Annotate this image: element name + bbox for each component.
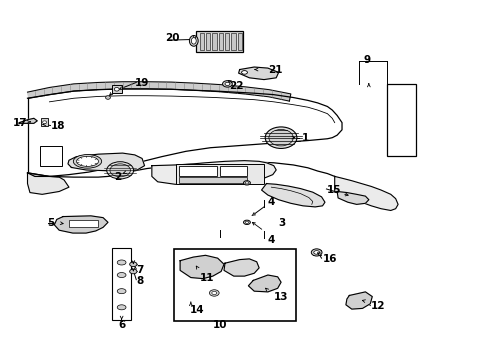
Polygon shape [68, 153, 144, 171]
Text: 12: 12 [370, 301, 385, 311]
Ellipse shape [117, 273, 126, 278]
Ellipse shape [311, 249, 322, 256]
Bar [231, 33, 235, 50]
Ellipse shape [222, 81, 232, 87]
Ellipse shape [244, 182, 248, 184]
Text: 10: 10 [212, 320, 227, 330]
Polygon shape [336, 192, 368, 204]
Polygon shape [345, 292, 371, 309]
Polygon shape [54, 216, 108, 233]
Polygon shape [261, 184, 325, 207]
Polygon shape [19, 118, 37, 123]
Polygon shape [224, 259, 259, 276]
Bar [178, 166, 216, 176]
Ellipse shape [264, 127, 296, 148]
Bar [69, 220, 98, 227]
Ellipse shape [189, 36, 198, 46]
Ellipse shape [129, 262, 137, 267]
Bar [173, 249, 295, 320]
Text: 4: 4 [267, 197, 275, 207]
Polygon shape [334, 176, 397, 211]
Bar [218, 33, 223, 50]
Polygon shape [27, 82, 290, 101]
Bar [195, 31, 242, 51]
Ellipse shape [76, 156, 98, 166]
Bar [224, 33, 229, 50]
Bar [178, 177, 246, 183]
Text: 20: 20 [165, 33, 180, 43]
Ellipse shape [241, 71, 247, 74]
Ellipse shape [110, 164, 130, 177]
Text: 21: 21 [267, 64, 282, 75]
Ellipse shape [209, 290, 219, 296]
Bar [199, 33, 203, 50]
Polygon shape [248, 275, 281, 292]
Text: 15: 15 [326, 185, 340, 195]
Polygon shape [180, 255, 224, 279]
Bar [212, 33, 216, 50]
Polygon shape [238, 67, 278, 80]
Bar [40, 146, 61, 166]
Polygon shape [27, 173, 69, 194]
Text: 6: 6 [118, 320, 125, 330]
Bar [220, 166, 246, 176]
Text: 7: 7 [136, 265, 143, 275]
Ellipse shape [117, 289, 126, 294]
Text: 19: 19 [135, 78, 149, 88]
Text: 11: 11 [199, 273, 214, 283]
Text: 3: 3 [278, 218, 285, 228]
Ellipse shape [243, 181, 250, 185]
Bar [205, 33, 210, 50]
Ellipse shape [129, 269, 137, 274]
Text: 17: 17 [13, 118, 27, 128]
Ellipse shape [313, 251, 319, 254]
Text: 14: 14 [189, 305, 204, 315]
Ellipse shape [224, 82, 229, 86]
Text: 4: 4 [267, 235, 275, 245]
Ellipse shape [73, 154, 102, 168]
Polygon shape [152, 161, 276, 184]
Ellipse shape [243, 220, 250, 225]
Ellipse shape [211, 291, 216, 294]
Text: 1: 1 [302, 133, 308, 143]
Text: 18: 18 [50, 121, 65, 131]
Text: 2: 2 [114, 172, 121, 182]
Text: 22: 22 [228, 81, 243, 91]
Ellipse shape [191, 38, 196, 44]
Text: 5: 5 [47, 218, 54, 228]
Ellipse shape [117, 305, 126, 310]
Ellipse shape [244, 221, 248, 224]
Ellipse shape [117, 260, 126, 265]
Text: 13: 13 [273, 292, 287, 302]
Bar [386, 84, 415, 156]
Bar [176, 164, 264, 184]
Ellipse shape [105, 96, 110, 99]
Text: 16: 16 [322, 254, 336, 264]
Bar [41, 118, 48, 126]
Text: 8: 8 [136, 276, 143, 286]
Ellipse shape [106, 162, 133, 179]
Text: 9: 9 [363, 55, 370, 65]
Ellipse shape [42, 121, 46, 124]
Bar [112, 85, 122, 93]
Ellipse shape [114, 87, 119, 91]
Bar [237, 33, 242, 50]
Bar [112, 248, 131, 320]
Ellipse shape [268, 130, 293, 146]
